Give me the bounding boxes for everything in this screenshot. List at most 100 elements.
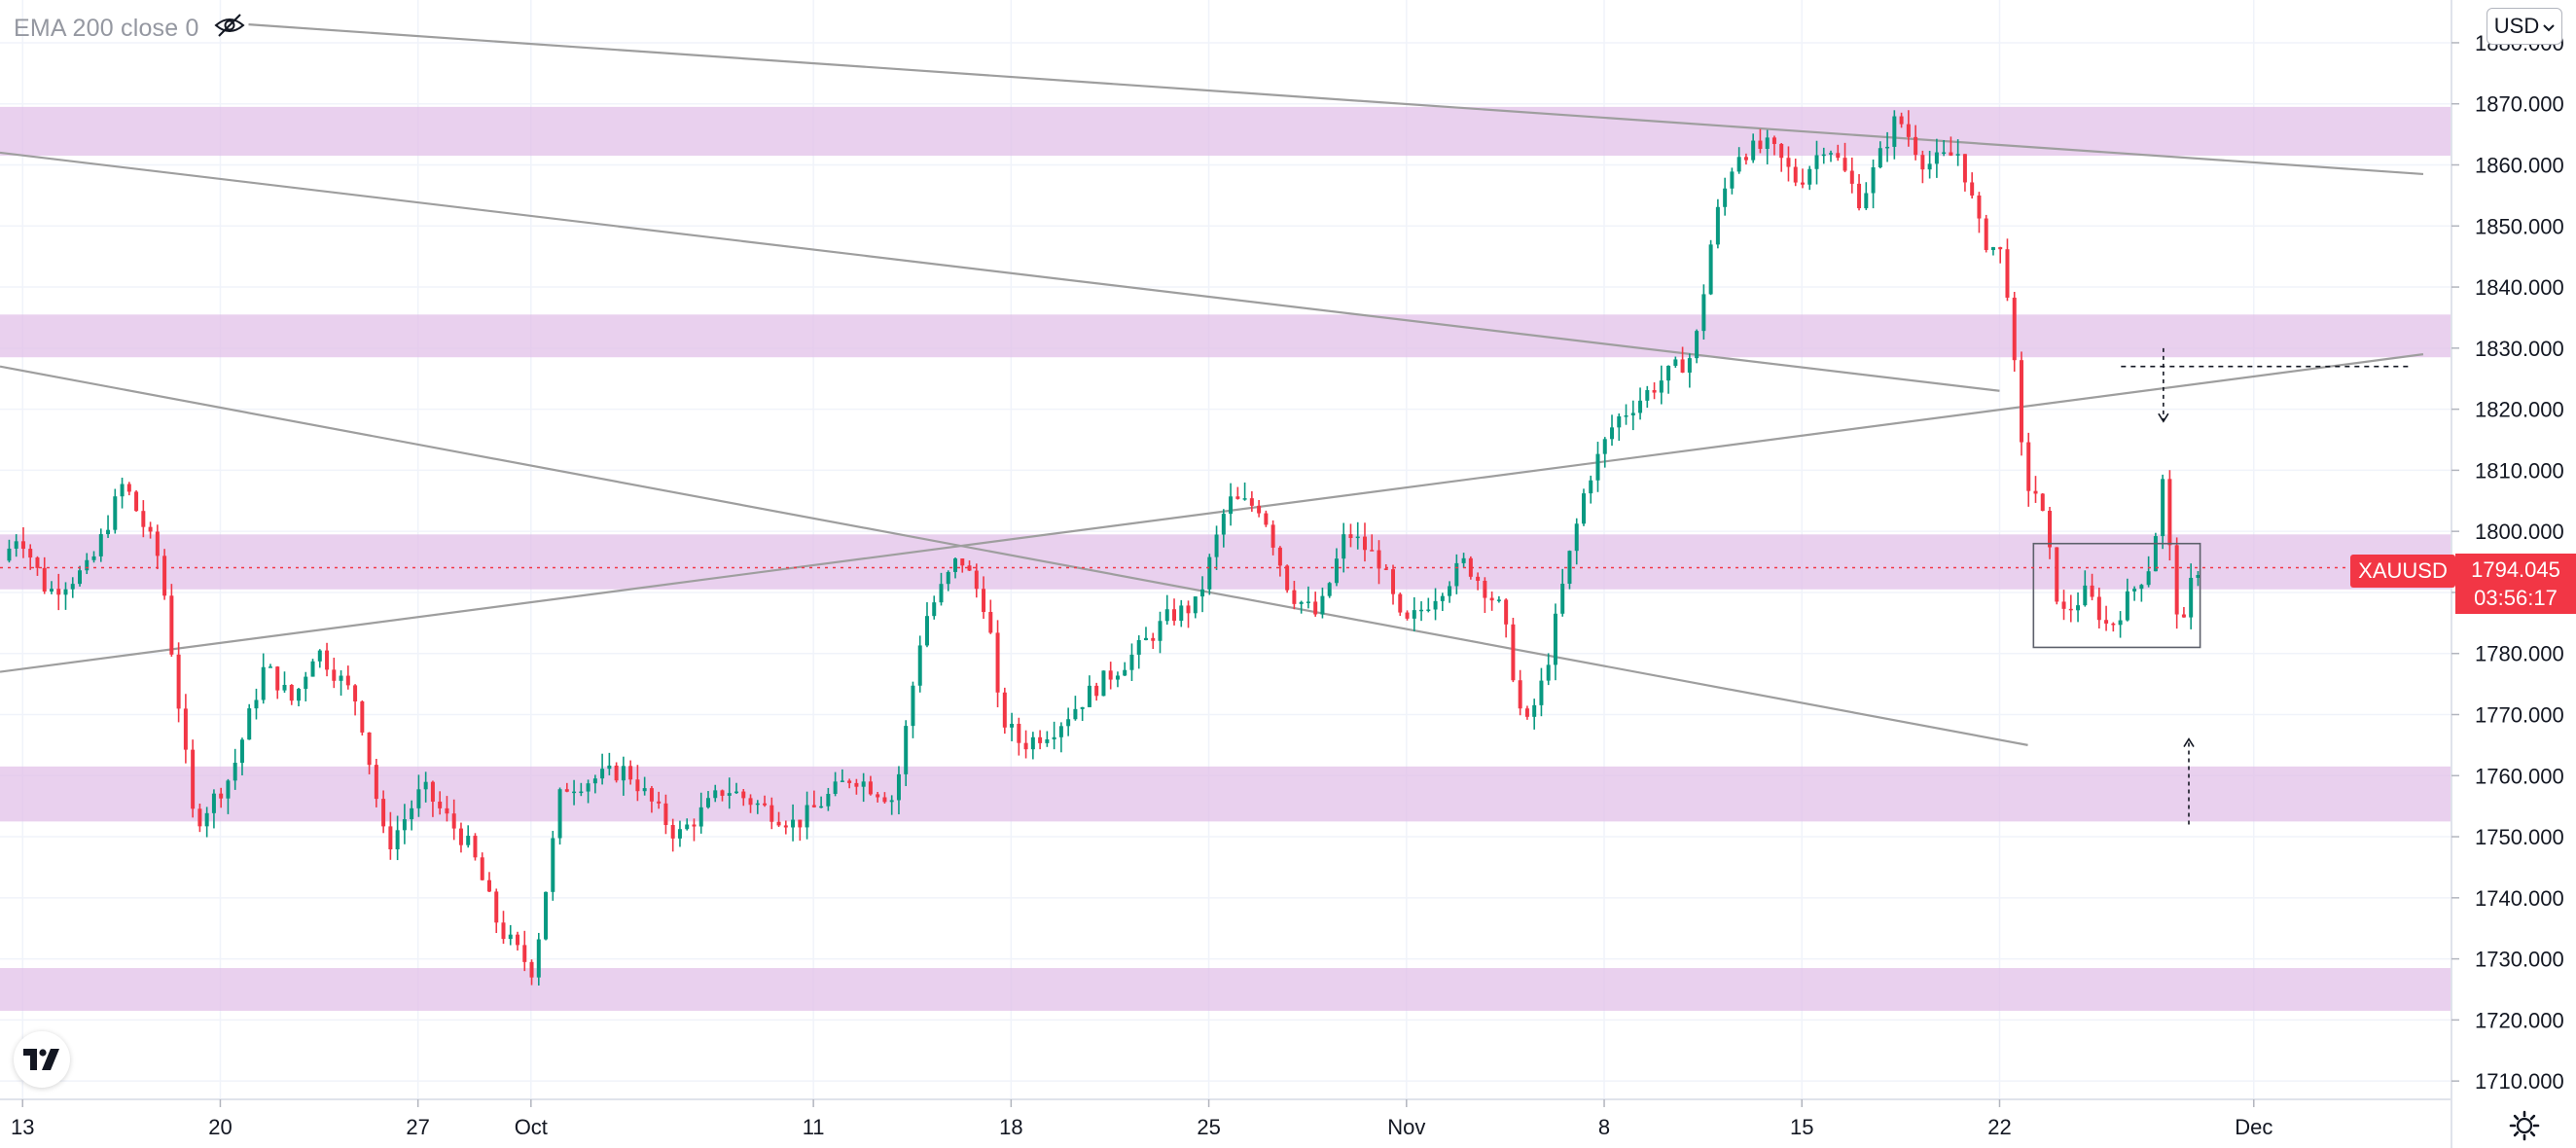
candle	[1200, 576, 1205, 613]
candle-body	[1010, 724, 1015, 728]
y-tick-label: 1820.000	[2475, 398, 2564, 422]
trendline	[0, 151, 2000, 392]
candle-body	[2055, 547, 2059, 602]
tradingview-logo-icon[interactable]	[14, 1031, 70, 1088]
candle-body	[516, 934, 520, 946]
indicator-legend[interactable]: EMA 200 close 0	[14, 12, 246, 45]
candle-body	[1320, 595, 1325, 615]
candle	[1793, 159, 1798, 187]
candle-body	[2118, 620, 2123, 626]
candle	[953, 556, 958, 579]
candle-body	[2012, 297, 2017, 361]
candle	[2181, 606, 2186, 618]
candle-body	[2076, 605, 2081, 611]
candle	[1871, 159, 1876, 209]
candle	[741, 789, 746, 807]
candle-body	[1927, 163, 1932, 170]
candle-body	[233, 763, 237, 781]
gear-icon[interactable]	[2508, 1109, 2541, 1142]
candle-body	[1052, 736, 1056, 739]
candle-body	[1080, 706, 1085, 709]
candle-body	[635, 779, 640, 792]
candle	[705, 791, 710, 809]
eye-crossed-icon[interactable]	[213, 12, 246, 46]
candle-body	[2033, 490, 2038, 494]
price-zone	[0, 968, 2451, 1011]
candle	[1370, 534, 1375, 552]
candle-body	[2153, 536, 2158, 572]
candle	[1405, 610, 1410, 621]
candle	[614, 762, 619, 783]
candle-body	[1829, 153, 1834, 155]
candle	[917, 635, 922, 693]
candle	[670, 818, 675, 852]
candle	[85, 553, 89, 575]
candle	[677, 820, 682, 847]
candle	[982, 576, 986, 620]
candle-body	[939, 584, 944, 603]
candle	[2139, 584, 2144, 602]
candle-body	[1143, 637, 1148, 640]
candle-body	[572, 791, 577, 794]
candle	[494, 888, 499, 934]
candle	[169, 584, 174, 657]
candle-body	[1610, 427, 1615, 440]
candle	[1949, 136, 1953, 157]
candle-body	[974, 570, 979, 590]
candle	[388, 811, 393, 860]
candle-body	[1567, 551, 1572, 585]
candle-body	[353, 685, 358, 702]
candle-body	[1313, 601, 1318, 615]
candle	[91, 551, 96, 563]
candle	[1158, 611, 1163, 654]
candle	[310, 659, 315, 677]
candle	[1666, 365, 1671, 394]
candle	[1164, 594, 1169, 626]
candle	[98, 528, 103, 562]
candle-body	[430, 781, 435, 802]
candle-body	[402, 819, 407, 831]
candle-body	[1920, 155, 1925, 170]
candle-body	[410, 807, 414, 820]
candle	[755, 800, 760, 814]
candle	[1313, 592, 1318, 617]
x-tick-label: 11	[803, 1115, 825, 1139]
candle	[1920, 150, 1925, 184]
candle	[28, 544, 33, 570]
candle	[2174, 537, 2179, 629]
candlestick-series	[7, 110, 2200, 986]
candle-body	[1136, 639, 1141, 655]
candle-body	[1391, 569, 1396, 594]
candle-body	[705, 798, 710, 807]
candle-body	[169, 595, 174, 655]
candle-body	[982, 589, 986, 613]
candle	[191, 739, 196, 818]
candle-body	[1701, 294, 1706, 332]
candle-body	[1229, 496, 1234, 515]
candle	[35, 556, 40, 576]
candle-body	[2196, 574, 2200, 578]
candle	[2161, 474, 2165, 550]
y-tick-label: 1710.000	[2475, 1069, 2564, 1094]
candle-body	[325, 650, 330, 670]
candle	[2033, 476, 2038, 503]
candle-body	[819, 806, 824, 808]
trendlines	[0, 23, 2424, 746]
candle	[1659, 365, 1664, 405]
candle	[1955, 139, 1960, 166]
candle-body	[2048, 511, 2053, 548]
candle-body	[1736, 157, 1741, 172]
price-zone	[0, 314, 2451, 358]
candle-body	[1990, 247, 1995, 250]
candle	[113, 488, 118, 534]
candle	[42, 556, 47, 594]
arrow-head	[2158, 413, 2169, 423]
x-tick-label: 25	[1197, 1115, 1220, 1139]
candle	[1560, 568, 1565, 617]
annotations	[2032, 347, 2410, 825]
candle	[1878, 141, 1882, 169]
candle	[1468, 556, 1473, 580]
currency-selector[interactable]: USD	[2487, 8, 2562, 45]
candle-body	[1914, 136, 1918, 156]
